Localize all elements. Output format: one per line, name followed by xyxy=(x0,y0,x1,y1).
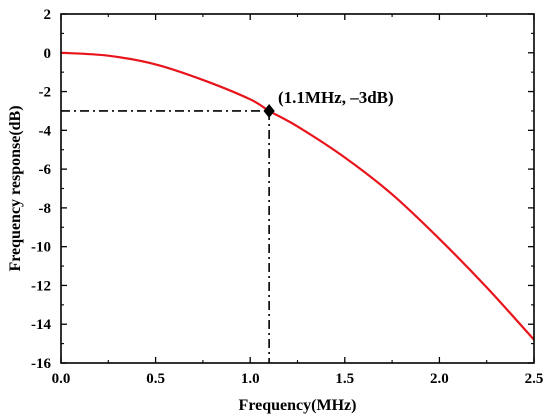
y-tick-label: -14 xyxy=(31,317,51,333)
x-axis-title: Frequency(MHz) xyxy=(239,397,357,414)
x-tick-label: 2.5 xyxy=(525,371,544,387)
y-tick-label: 0 xyxy=(44,46,52,62)
y-tick-label: -12 xyxy=(31,278,51,294)
series-layer xyxy=(60,51,535,341)
annotation-label: (1.1MHz, –3dB) xyxy=(278,88,394,107)
x-tick-label: 2.0 xyxy=(430,371,449,387)
y-tick-label: -8 xyxy=(39,201,52,217)
marker-layer xyxy=(263,103,275,118)
x-tick-label: 0.5 xyxy=(146,371,165,387)
y-tick-label: -10 xyxy=(31,240,51,256)
y-axis-title: Frequency response(dB) xyxy=(7,105,24,271)
y-tick-label: -6 xyxy=(39,162,52,178)
x-tick-label: 0.0 xyxy=(52,371,71,387)
plot-frame xyxy=(60,13,535,364)
y-tick-label: 2 xyxy=(44,7,52,23)
y-axis-ticks: 2 0 -2 -4 -6 -8 -10 -12 -14 -16 xyxy=(31,7,534,372)
x-axis-ticks: 0.0 0.5 1.0 1.5 2.0 2.5 xyxy=(52,14,544,387)
y-tick-label: -4 xyxy=(39,123,52,139)
guide-lines xyxy=(61,110,270,363)
y-tick-label: -2 xyxy=(39,85,52,101)
series-line xyxy=(60,51,535,341)
x-tick-label: 1.5 xyxy=(335,371,354,387)
y-tick-label: -16 xyxy=(31,356,51,372)
cutoff-marker xyxy=(263,103,275,118)
x-tick-label: 1.0 xyxy=(241,371,260,387)
